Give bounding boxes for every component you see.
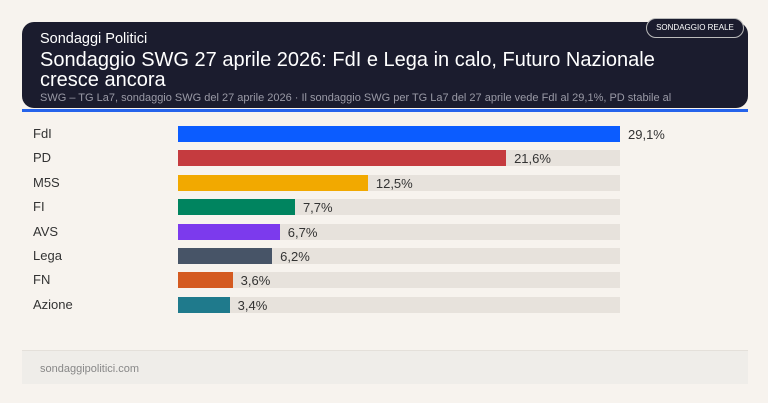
category-label: FN	[33, 272, 51, 288]
value-label: 12,5%	[375, 175, 413, 191]
category-label: Azione	[33, 296, 73, 312]
value-label: 29,1%	[628, 127, 665, 142]
footer: sondaggipolitici.com	[22, 350, 748, 384]
bar-track	[178, 223, 620, 240]
bar-row: M5S 12,5%	[0, 174, 768, 191]
category-label: FI	[33, 199, 45, 215]
bar-row: AVS 6,7%	[0, 223, 768, 240]
real-poll-badge: SONDAGGIO REALE	[646, 18, 744, 38]
bar-row: FI 7,7%	[0, 199, 768, 216]
category-label: FdI	[33, 126, 52, 141]
category-label: PD	[33, 150, 52, 166]
bar-track	[178, 296, 620, 313]
bar	[178, 223, 280, 240]
bar-track	[178, 248, 620, 264]
value-label: 7,7%	[302, 200, 333, 216]
category-label: AVS	[33, 223, 59, 239]
bar-row: Azione 3,4%	[0, 296, 768, 313]
page-title: Sondaggio SWG 27 aprile 2026: FdI e Lega…	[40, 49, 655, 91]
bar	[178, 296, 230, 313]
bar	[178, 126, 620, 142]
bar	[178, 174, 368, 191]
value-label: 3,4%	[237, 297, 268, 313]
value-label: 21,6%	[514, 151, 551, 167]
header-panel: Sondaggi Politici Sondaggio SWG 27 april…	[22, 22, 748, 108]
bar	[178, 272, 233, 289]
bar-row: Lega 6,2%	[0, 248, 768, 264]
bar	[178, 150, 507, 167]
bar-row: FN 3,6%	[0, 272, 768, 289]
brand-name: Sondaggi Politici	[40, 31, 148, 47]
bar-track	[178, 272, 620, 289]
accent-line	[22, 109, 748, 112]
category-label: M5S	[33, 174, 60, 190]
footer-site-link[interactable]: sondaggipolitici.com	[40, 363, 140, 375]
value-label: 3,6%	[240, 273, 271, 289]
value-label: 6,2%	[280, 249, 310, 264]
bar-row: FdI 29,1%	[0, 126, 768, 142]
bar	[178, 199, 295, 216]
bar-row: PD 21,6%	[0, 150, 768, 167]
value-label: 6,7%	[287, 224, 318, 240]
bar	[178, 248, 273, 264]
subtitle: SWG – TG La7, sondaggio SWG del 27 april…	[40, 92, 672, 104]
category-label: Lega	[33, 248, 62, 263]
